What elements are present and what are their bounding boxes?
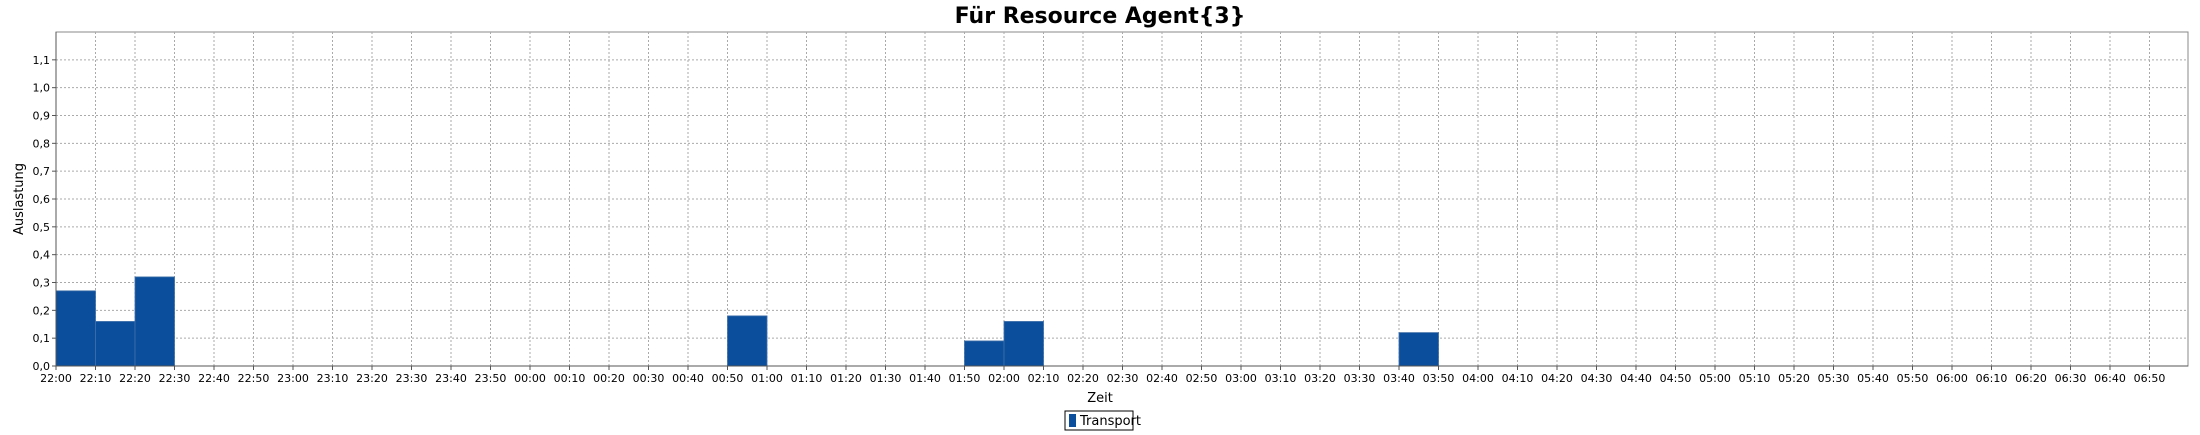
x-tick-label: 23:00 (277, 372, 309, 385)
y-tick-label: 0,9 (33, 110, 51, 123)
x-tick-label: 05:40 (1857, 372, 1889, 385)
y-axis-ticks: 0,0 0,1 0,2 0,3 0,4 0,5 0,6 0,7 0,8 0,9 1,0 1,1 (33, 54, 56, 373)
legend: Transport (1064, 410, 1141, 431)
x-tick-label: 05:50 (1897, 372, 1929, 385)
x-tick-label: 22:50 (238, 372, 270, 385)
legend-swatch-transport (1069, 414, 1076, 427)
x-tick-label: 23:30 (396, 372, 428, 385)
x-tick-label: 06:00 (1936, 372, 1968, 385)
x-tick-label: 03:40 (1383, 372, 1415, 385)
y-axis-label: Auslastung (12, 163, 27, 235)
x-tick-label: 01:00 (751, 372, 783, 385)
chart-title: Für Resource Agent{3} (955, 4, 1246, 29)
x-tick-label: 01:40 (909, 372, 941, 385)
x-tick-label: 23:40 (435, 372, 467, 385)
x-tick-label: 02:30 (1107, 372, 1139, 385)
x-tick-label: 22:00 (40, 372, 72, 385)
x-tick-label: 03:10 (1265, 372, 1297, 385)
x-axis-label: Zeit (1087, 391, 1113, 406)
bar-transport-2220 (134, 276, 175, 367)
x-tick-label: 05:10 (1739, 372, 1771, 385)
x-tick-label: 23:20 (356, 372, 388, 385)
x-tick-label: 06:50 (2134, 372, 2166, 385)
bar-transport-0200 (1003, 321, 1044, 367)
x-tick-label: 02:40 (1146, 372, 1178, 385)
y-tick-label: 1,0 (33, 82, 51, 95)
x-tick-label: 23:50 (475, 372, 507, 385)
x-tick-label: 03:00 (1225, 372, 1257, 385)
bar-transport-2200 (55, 290, 96, 367)
y-tick-label: 0,0 (33, 360, 51, 373)
x-tick-label: 04:00 (1462, 372, 1494, 385)
y-tick-label: 0,6 (33, 193, 51, 206)
x-tick-label: 00:20 (593, 372, 625, 385)
x-tick-label: 02:10 (1028, 372, 1060, 385)
bar-transport-0340 (1398, 332, 1439, 367)
x-tick-label: 03:20 (1304, 372, 1336, 385)
x-tick-label: 04:30 (1581, 372, 1613, 385)
x-tick-label: 06:30 (2055, 372, 2087, 385)
x-tick-label: 03:50 (1423, 372, 1455, 385)
legend-label-transport: Transport (1079, 414, 1141, 429)
x-tick-label: 22:20 (119, 372, 151, 385)
x-tick-label: 06:10 (1976, 372, 2008, 385)
x-tick-label: 00:40 (672, 372, 704, 385)
y-tick-label: 1,1 (33, 54, 51, 67)
x-tick-label: 05:30 (1818, 372, 1850, 385)
y-tick-label: 0,2 (33, 304, 51, 317)
y-tick-label: 0,1 (33, 332, 51, 345)
legend-box (1064, 410, 1134, 431)
y-tick-label: 0,8 (33, 137, 51, 150)
x-tick-label: 06:20 (2015, 372, 2047, 385)
x-tick-label: 06:40 (2094, 372, 2126, 385)
x-tick-label: 23:10 (317, 372, 349, 385)
x-tick-label: 01:50 (949, 372, 981, 385)
x-tick-label: 02:50 (1186, 372, 1218, 385)
x-tick-label: 04:10 (1502, 372, 1534, 385)
x-tick-label: 01:10 (791, 372, 823, 385)
x-tick-label: 00:10 (554, 372, 586, 385)
x-tick-label: 01:20 (830, 372, 862, 385)
x-tick-label: 03:30 (1344, 372, 1376, 385)
x-tick-label: 00:50 (712, 372, 744, 385)
x-tick-label: 22:30 (159, 372, 191, 385)
x-tick-label: 04:50 (1660, 372, 1692, 385)
y-tick-label: 0,5 (33, 221, 51, 234)
x-tick-label: 22:10 (80, 372, 112, 385)
x-tick-label: 04:40 (1620, 372, 1652, 385)
x-tick-label: 04:20 (1541, 372, 1573, 385)
x-tick-label: 00:00 (514, 372, 546, 385)
bar-transport-0050 (727, 315, 768, 367)
bar-transport-2210 (95, 321, 136, 367)
x-tick-label: 05:00 (1699, 372, 1731, 385)
x-tick-label: 02:20 (1067, 372, 1099, 385)
y-tick-label: 0,7 (33, 165, 51, 178)
bar-transport-0150 (964, 340, 1005, 367)
x-tick-label: 22:40 (198, 372, 230, 385)
x-tick-label: 00:30 (633, 372, 665, 385)
x-tick-label: 05:20 (1778, 372, 1810, 385)
bars (55, 276, 1439, 367)
x-tick-label: 01:30 (870, 372, 902, 385)
y-tick-label: 0,3 (33, 277, 51, 290)
y-tick-label: 0,4 (33, 249, 51, 262)
x-axis-ticks: 22:00 22:10 22:20 22:30 22:40 22:50 23:00 23:10… (40, 366, 2165, 385)
x-tick-label: 02:00 (988, 372, 1020, 385)
